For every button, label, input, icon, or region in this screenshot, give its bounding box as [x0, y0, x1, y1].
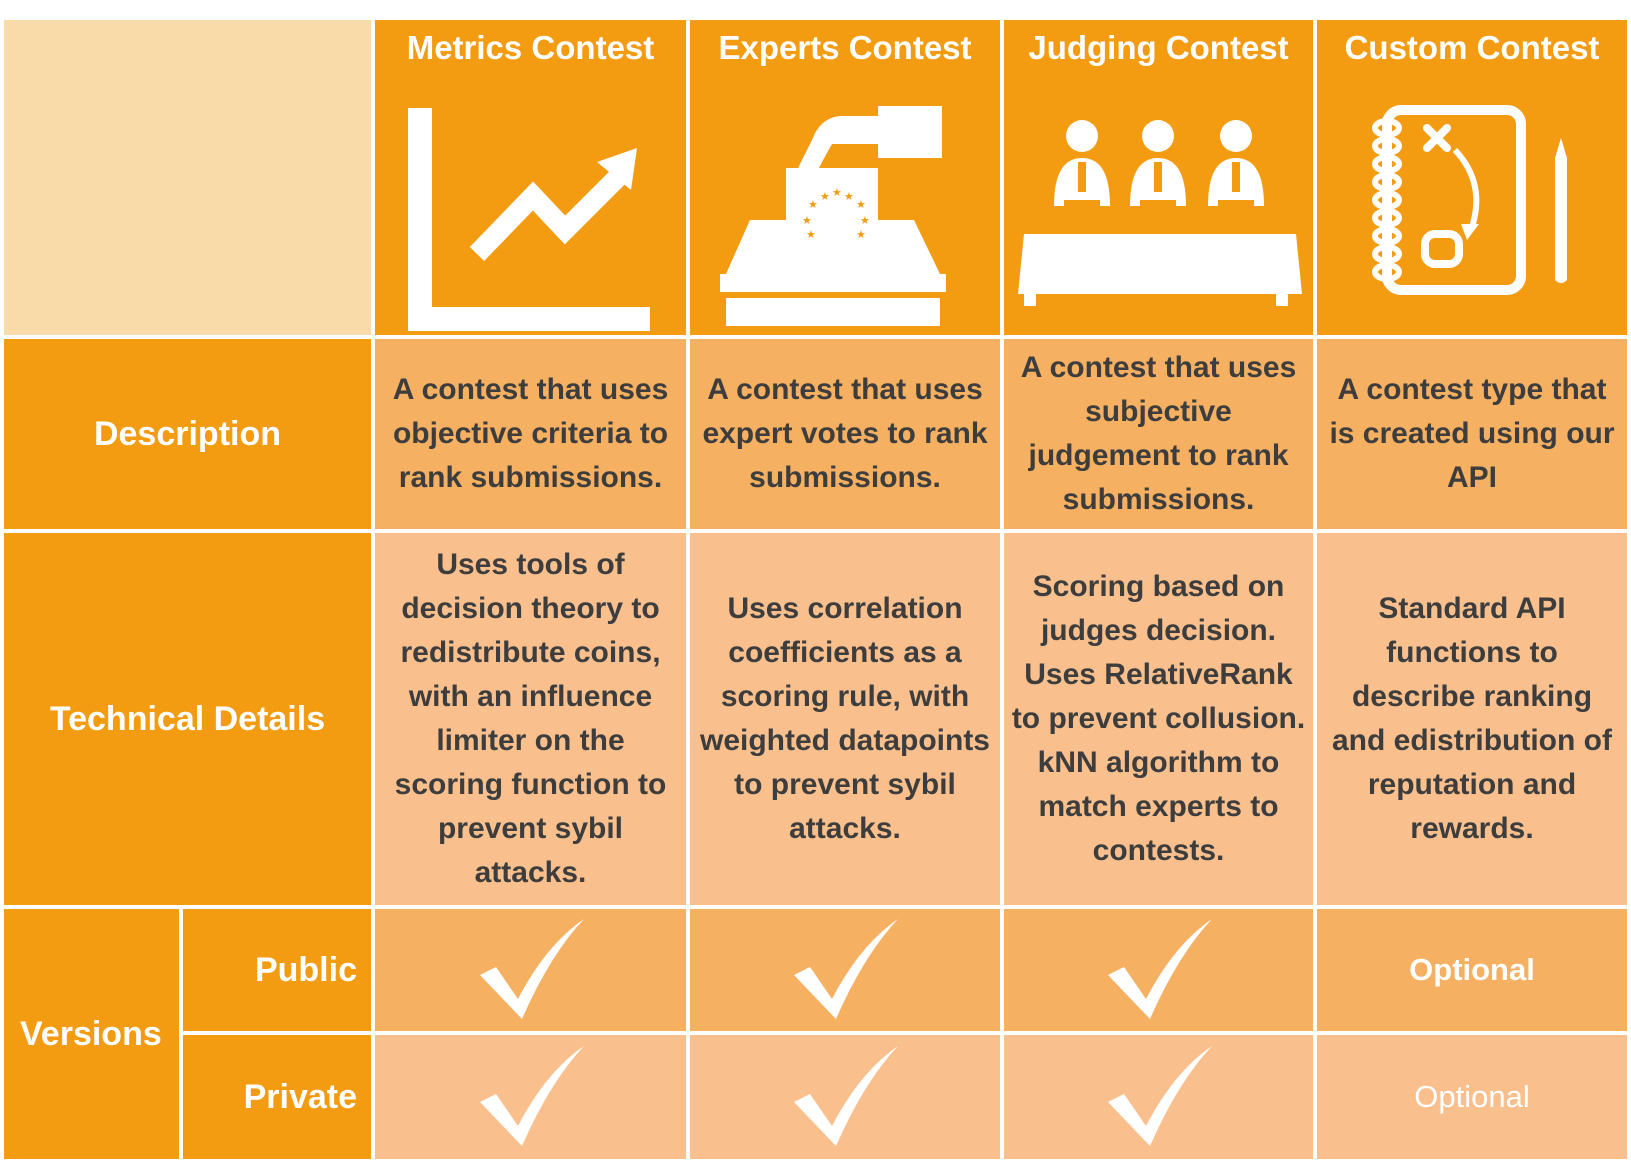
public-cell-judging	[1004, 909, 1313, 1031]
description-cell-judging: A contest that uses subjective judgement…	[1004, 339, 1313, 529]
column-header-judging: Judging Contest	[1004, 20, 1313, 335]
svg-text:★: ★	[856, 198, 866, 211]
svg-text:★: ★	[844, 190, 854, 203]
row-label-versions: Versions	[4, 909, 179, 1159]
column-header-metrics: Metrics Contest	[375, 20, 686, 335]
checkmark-icon	[1107, 919, 1212, 1019]
notebook-pencil-icon	[1372, 105, 1567, 295]
column-header-custom: Custom Contest	[1317, 20, 1627, 335]
checkmark-icon	[479, 919, 584, 1019]
row-label-technical-details: Technical Details	[4, 533, 371, 905]
private-cell-judging	[1004, 1035, 1313, 1159]
checkmark-icon	[794, 919, 898, 1019]
svg-text:★: ★	[856, 228, 866, 241]
public-cell-custom: Optional	[1317, 909, 1627, 1031]
corner-header-cell	[4, 20, 371, 335]
row-label-public: Public	[183, 909, 371, 1031]
line-chart-up-icon	[408, 108, 650, 331]
svg-text:★: ★	[860, 214, 870, 227]
judges-panel-icon	[1018, 120, 1302, 306]
checkmark-icon	[794, 1046, 898, 1146]
technical-cell-custom: Standard API functions to describe ranki…	[1317, 533, 1627, 905]
checkmark-icon	[479, 1046, 584, 1146]
technical-cell-experts: Uses correlation coefficients as a scori…	[690, 533, 1000, 905]
row-label-description: Description	[4, 339, 371, 529]
svg-text:★: ★	[832, 186, 842, 199]
column-title: Experts Contest	[718, 29, 972, 66]
private-cell-experts	[690, 1035, 1000, 1159]
description-cell-experts: A contest that uses expert votes to rank…	[690, 339, 1000, 529]
private-cell-custom: Optional	[1317, 1035, 1627, 1159]
public-cell-experts	[690, 909, 1000, 1031]
svg-text:★: ★	[802, 214, 812, 227]
private-cell-metrics	[375, 1035, 686, 1159]
svg-text:★: ★	[808, 198, 818, 211]
description-cell-metrics: A contest that uses objective criteria t…	[375, 339, 686, 529]
technical-cell-metrics: Uses tools of decision theory to redistr…	[375, 533, 686, 905]
svg-text:★: ★	[820, 190, 830, 203]
column-title: Metrics Contest	[406, 29, 655, 66]
column-title: Custom Contest	[1344, 29, 1600, 66]
ballot-box-icon: ★★ ★ ★★★ ★★ ★	[720, 106, 946, 326]
column-header-experts: Experts Contest ★ ★ ★ ★ ★ ★ ★ ★ ★	[690, 20, 1000, 335]
public-cell-metrics	[375, 909, 686, 1031]
description-cell-custom: A contest type that is created using our…	[1317, 339, 1627, 529]
checkmark-icon	[1107, 1046, 1212, 1146]
column-title: Judging Contest	[1028, 29, 1289, 66]
row-label-private: Private	[183, 1035, 371, 1159]
technical-cell-judging: Scoring based on judges decision. Uses R…	[1004, 533, 1313, 905]
svg-text:★: ★	[806, 228, 816, 241]
